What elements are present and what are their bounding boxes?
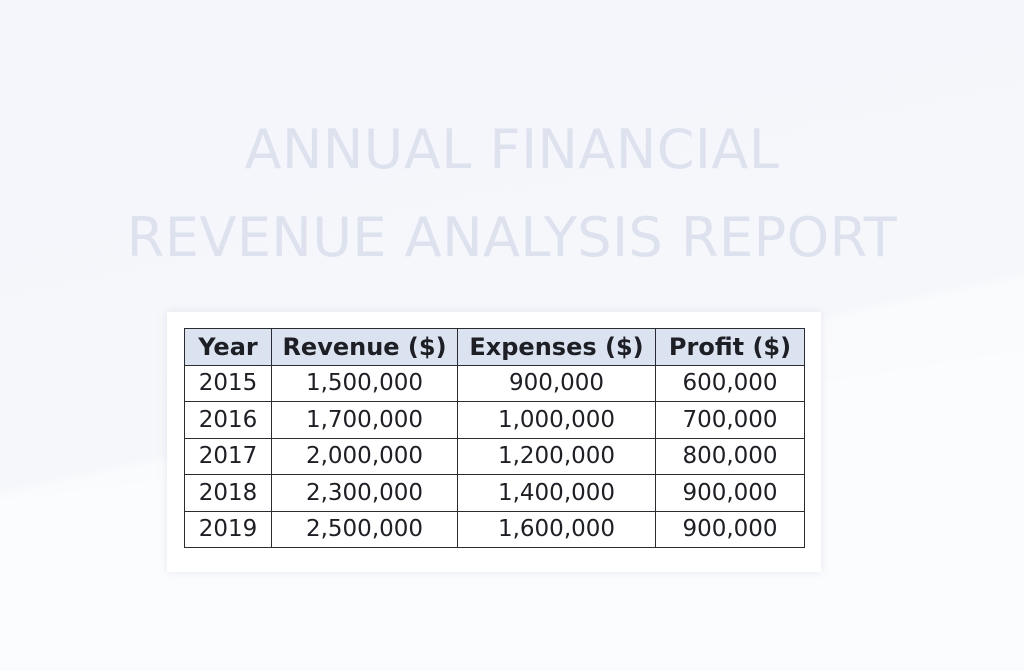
table-row: 2015 1,500,000 900,000 600,000 bbox=[184, 364, 805, 402]
cell-revenue: 2,500,000 bbox=[271, 510, 458, 548]
cell-year: 2019 bbox=[184, 510, 272, 548]
cell-profit: 700,000 bbox=[655, 401, 805, 439]
cell-revenue: 1,700,000 bbox=[271, 401, 458, 439]
cell-expenses: 1,600,000 bbox=[457, 510, 656, 548]
cell-year: 2016 bbox=[184, 401, 272, 439]
cell-year: 2018 bbox=[184, 474, 272, 512]
report-title-line-1: ANNUAL FINANCIAL bbox=[244, 118, 780, 181]
cell-profit: 600,000 bbox=[655, 364, 805, 402]
report-title: ANNUAL FINANCIAL REVENUE ANALYSIS REPORT bbox=[0, 106, 1024, 282]
header-revenue: Revenue ($) bbox=[271, 328, 458, 366]
table-row: 2017 2,000,000 1,200,000 800,000 bbox=[184, 437, 805, 475]
cell-revenue: 2,300,000 bbox=[271, 474, 458, 512]
table-row: 2016 1,700,000 1,000,000 700,000 bbox=[184, 401, 805, 439]
cell-year: 2017 bbox=[184, 437, 272, 475]
cell-expenses: 1,000,000 bbox=[457, 401, 656, 439]
cell-expenses: 900,000 bbox=[457, 364, 656, 402]
cell-profit: 800,000 bbox=[655, 437, 805, 475]
header-year: Year bbox=[184, 328, 272, 366]
cell-revenue: 2,000,000 bbox=[271, 437, 458, 475]
cell-revenue: 1,500,000 bbox=[271, 364, 458, 402]
table-row: 2018 2,300,000 1,400,000 900,000 bbox=[184, 474, 805, 512]
header-profit: Profit ($) bbox=[655, 328, 805, 366]
report-title-line-2: REVENUE ANALYSIS REPORT bbox=[126, 206, 898, 269]
cell-profit: 900,000 bbox=[655, 474, 805, 512]
table-header-row: Year Revenue ($) Expenses ($) Profit ($) bbox=[184, 328, 805, 366]
financial-table: Year Revenue ($) Expenses ($) Profit ($)… bbox=[184, 328, 805, 548]
cell-expenses: 1,400,000 bbox=[457, 474, 656, 512]
cell-profit: 900,000 bbox=[655, 510, 805, 548]
header-expenses: Expenses ($) bbox=[457, 328, 656, 366]
table-row: 2019 2,500,000 1,600,000 900,000 bbox=[184, 510, 805, 548]
table-card: Year Revenue ($) Expenses ($) Profit ($)… bbox=[167, 312, 821, 572]
cell-expenses: 1,200,000 bbox=[457, 437, 656, 475]
cell-year: 2015 bbox=[184, 364, 272, 402]
